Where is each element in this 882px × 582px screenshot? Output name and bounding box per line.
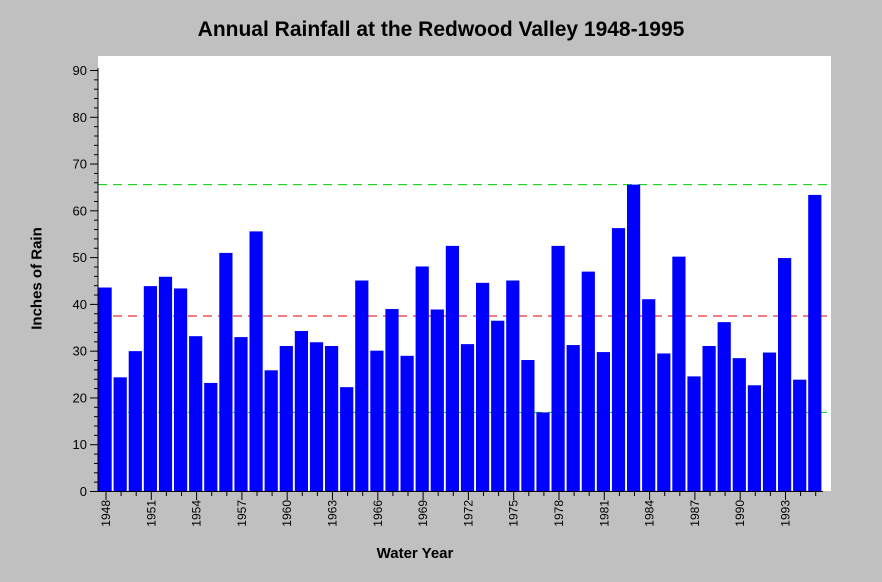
bar-1982 (611, 228, 626, 492)
y-tick-label: 0 (80, 484, 87, 499)
bar-1987 (687, 376, 701, 491)
bar-1980 (581, 271, 595, 491)
bar-1951 (143, 286, 157, 491)
bar-1976 (521, 360, 535, 491)
bar-1990 (732, 358, 746, 491)
y-tick-label: 70 (73, 157, 87, 172)
y-axis: 0 10 20 30 40 50 60 70 80 90 (73, 63, 99, 499)
bar-1958 (249, 231, 263, 491)
bar-1955 (204, 382, 218, 491)
x-tick-label: 1972 (461, 500, 475, 527)
bar-1966 (370, 350, 384, 491)
bar-1957 (234, 337, 248, 491)
y-tick-label: 80 (73, 110, 87, 125)
x-axis: 1948 1951 1954 1957 1960 1963 1966 1969 1972 1975… (98, 491, 823, 527)
bar-1974 (491, 320, 505, 491)
y-tick-label: 20 (73, 390, 87, 405)
x-tick-label: 1957 (235, 500, 249, 527)
x-tick-label: 1990 (733, 500, 747, 527)
x-tick-label: 1969 (416, 500, 430, 527)
bar-1979 (566, 345, 580, 491)
x-tick-label: 1984 (643, 500, 657, 527)
bar-1992 (762, 352, 777, 491)
bar-1972 (460, 344, 475, 491)
bar-1993 (778, 258, 792, 491)
bar-1989 (717, 322, 731, 491)
x-tick-label: 1975 (507, 500, 521, 527)
bar-1978 (551, 245, 565, 491)
y-tick-label: 10 (73, 437, 87, 452)
x-tick-label: 1948 (99, 500, 113, 527)
y-tick-label: 90 (73, 63, 87, 78)
bar-1953 (174, 288, 188, 491)
bar-1986 (672, 256, 686, 491)
bar-1969 (415, 266, 429, 491)
bar-1995 (808, 194, 822, 491)
x-tick-label: 1960 (280, 500, 294, 527)
bar-1961 (294, 331, 308, 491)
bar-1984 (642, 299, 656, 491)
bar-1956 (219, 252, 233, 491)
y-axis-label: Inches of Rain (28, 227, 46, 330)
bar-1968 (400, 355, 414, 491)
x-tick-label: 1951 (144, 500, 158, 527)
bar-1988 (702, 345, 716, 491)
bar-1985 (657, 353, 671, 491)
y-tick-label: 60 (73, 203, 87, 218)
x-tick-label: 1963 (326, 500, 340, 527)
x-tick-label: 1981 (597, 500, 611, 527)
x-axis-label: Water Year (376, 545, 454, 562)
bar-1967 (385, 309, 399, 491)
y-tick-label: 50 (73, 250, 87, 265)
bar-1950 (128, 351, 142, 491)
bar-1962 (309, 342, 324, 491)
bar-1960 (279, 345, 293, 491)
bar-1977 (536, 412, 550, 491)
bar-1971 (445, 245, 459, 491)
bar-1952 (158, 276, 173, 491)
x-tick-label: 1966 (371, 500, 385, 527)
bar-1970 (430, 309, 444, 491)
bar-1964 (340, 387, 354, 491)
x-tick-label: 1954 (190, 500, 204, 527)
bar-1949 (113, 377, 127, 491)
bar-1954 (189, 336, 203, 491)
bar-1994 (793, 379, 807, 491)
bar-1963 (325, 345, 339, 491)
y-tick-label: 30 (73, 344, 87, 359)
y-tick-label: 40 (73, 297, 87, 312)
x-tick-label: 1993 (779, 500, 793, 527)
bar-1959 (264, 370, 278, 491)
bar-1991 (747, 385, 761, 491)
chart-title: Annual Rainfall at the Redwood Valley 19… (197, 18, 685, 41)
bar-1948 (98, 287, 112, 491)
bar-1983 (627, 184, 641, 492)
bars (98, 184, 822, 492)
x-tick-label: 1978 (552, 500, 566, 527)
bar-1965 (355, 280, 369, 491)
bar-1975 (506, 280, 520, 491)
x-tick-label: 1987 (688, 500, 702, 527)
bar-1981 (596, 352, 610, 491)
bar-1973 (476, 282, 490, 491)
